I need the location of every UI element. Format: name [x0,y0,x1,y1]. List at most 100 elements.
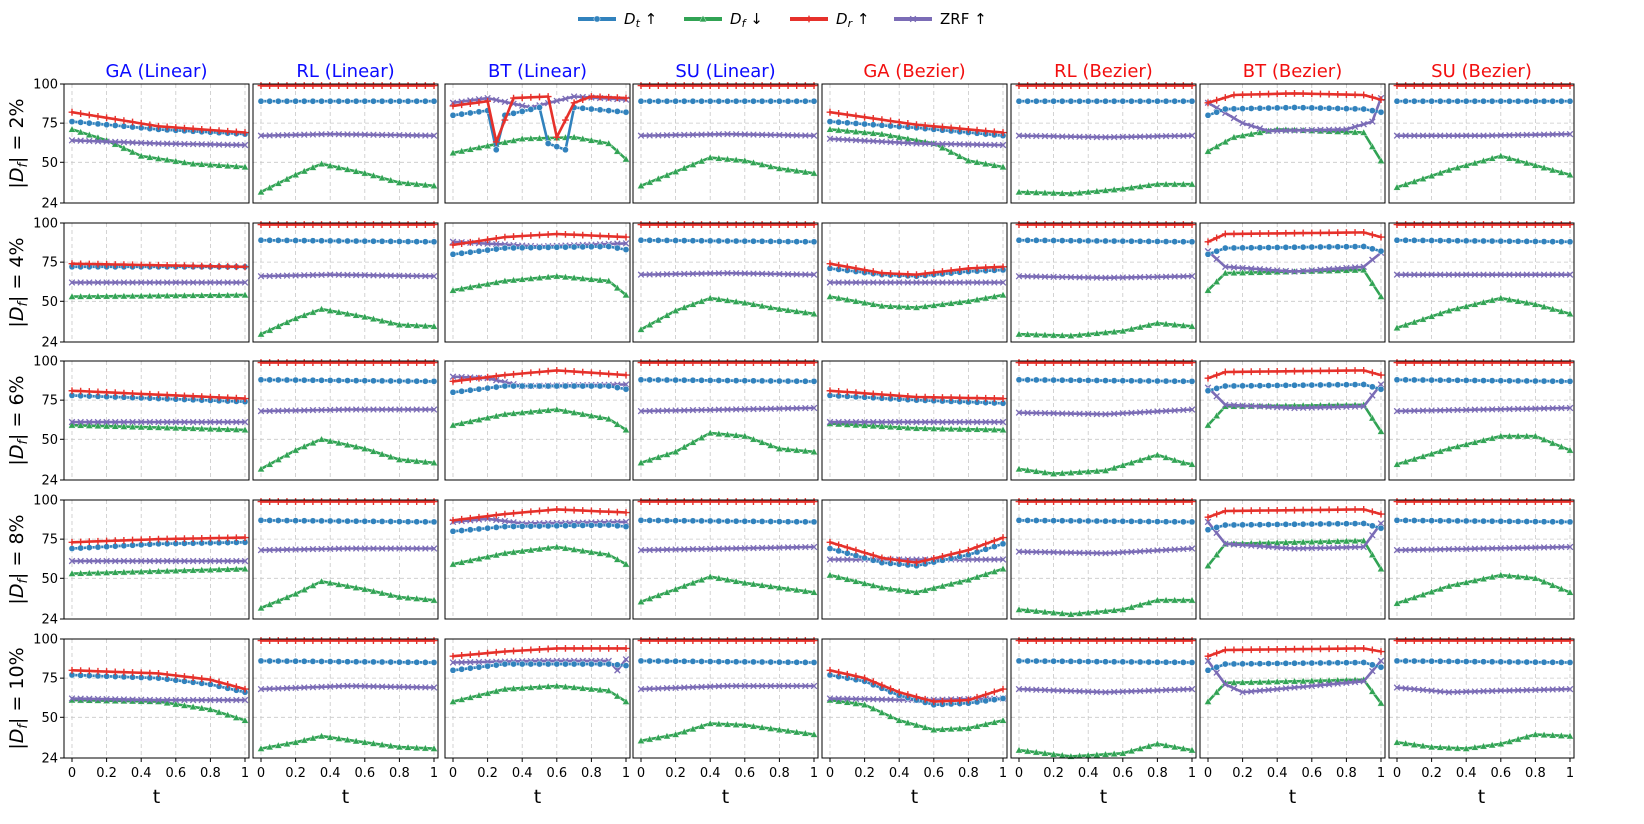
data-point-zrf [1566,271,1574,278]
data-point-dr [387,221,395,228]
panel-frame [1010,499,1197,620]
data-point-dr [344,498,351,505]
data-point-df [1015,465,1023,473]
data-point-dr [758,637,766,644]
data-point-zrf [689,406,697,414]
data-point-df [457,558,466,566]
data-point-dt [1471,97,1479,105]
data-point-dt [1154,238,1161,245]
data-point-dt [510,660,517,668]
data-point-zrf [1273,403,1281,411]
data-point-dt [1273,244,1281,251]
data-point-dt [1488,377,1496,385]
data-point-dt [579,382,587,390]
data-point-df [877,583,886,591]
data-point-dt [654,237,662,244]
data-point-dr [646,637,654,644]
data-point-dt [404,97,412,105]
data-point-zrf [146,557,154,565]
data-point-df [457,695,466,703]
data-point-dr [637,82,645,89]
data-point-df [784,165,792,173]
data-point-dr [1317,229,1324,237]
data-point-df [938,725,947,733]
data-point-df [102,292,111,300]
data-point-zrf [1265,266,1272,274]
series-df [257,159,438,196]
data-point-df [1212,688,1221,696]
data-point-dr [1247,507,1255,515]
data-point-dr [1471,498,1479,505]
data-point-zrf [689,683,697,691]
data-point-dt [1454,97,1461,105]
data-point-dt [1299,520,1307,528]
data-point-dr [947,267,955,274]
data-point-dr [344,82,351,89]
series-dr [449,230,630,249]
data-point-df [999,564,1007,572]
data-point-dt [422,377,429,385]
data-point-df [645,456,654,464]
data-point-dr [1325,645,1333,653]
data-point-zrf [758,405,766,413]
column-title: GA (Linear) [106,61,208,82]
data-point-df [360,585,369,593]
data-point-dr [622,233,630,241]
data-point-dr [1154,221,1161,228]
data-point-df [1393,738,1401,746]
data-point-df [1505,571,1514,580]
data-point-df [714,719,723,728]
data-point-df [526,546,535,554]
data-point-zrf [404,545,412,552]
data-point-df [929,424,938,432]
data-point-zrf [930,279,938,286]
data-point-zrf [1282,685,1290,692]
data-point-dr [1247,230,1255,238]
data-point-dt [1410,376,1418,384]
data-point-dt [562,522,569,530]
data-point-dr [1213,649,1221,657]
data-point-df [732,431,741,439]
data-point-df [613,283,622,292]
data-point-zrf [622,656,630,663]
data-point-df [300,442,309,450]
data-point-zrf [947,279,955,286]
data-point-zrf [982,141,989,149]
column-title: RL (Linear) [296,61,394,82]
y-tick-label: 75 [41,256,58,271]
data-point-df [223,425,232,433]
data-point-dr [904,120,912,127]
data-point-dt [1462,517,1470,525]
data-point-zrf [309,545,317,553]
data-point-zrf [1162,273,1170,280]
data-point-dt [1188,659,1196,666]
series-dt [1393,376,1574,385]
data-point-dt [458,387,465,395]
data-point-dr [189,535,197,542]
data-point-df [85,292,94,300]
data-point-dr [562,230,569,238]
x-tick-label: 0.8 [200,766,221,781]
data-point-dr [913,271,920,279]
data-point-df [334,163,343,171]
data-point-dt [1188,238,1196,246]
data-point-dt [1523,518,1531,525]
data-point-dr [605,93,613,101]
data-point-zrf [724,269,731,277]
data-point-dt [637,97,645,105]
data-point-dt [654,97,662,105]
data-point-dt [1402,517,1410,524]
data-point-dr [501,648,509,655]
data-point-df [1118,461,1127,469]
data-point-dt [810,238,818,246]
data-point-dr [1480,498,1487,505]
data-point-df [801,308,810,316]
x-tick-label: 0.2 [665,766,686,781]
data-point-dr [536,646,543,653]
series-dt [637,517,818,526]
data-point-zrf [120,138,128,146]
data-point-zrf [1369,531,1376,539]
data-point-dt [536,244,543,251]
data-point-zrf [637,271,645,278]
data-point-dr [387,359,395,366]
